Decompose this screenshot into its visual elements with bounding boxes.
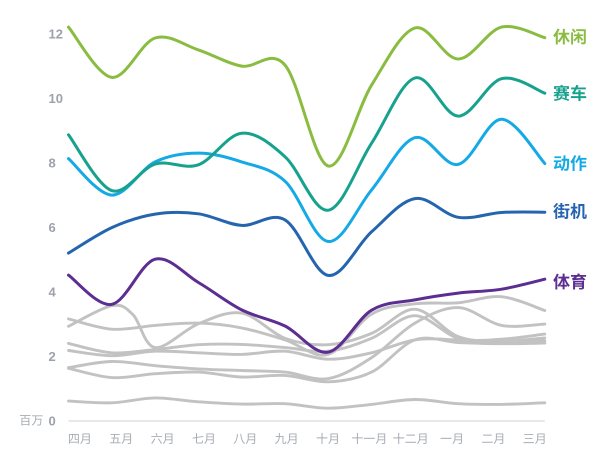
svg-text:8: 8	[49, 155, 56, 170]
svg-text:12: 12	[49, 26, 63, 41]
svg-text:2: 2	[49, 349, 56, 364]
svg-text:4: 4	[49, 284, 57, 299]
svg-text:0: 0	[49, 413, 56, 428]
svg-text:6: 6	[49, 220, 56, 235]
svg-text:10: 10	[49, 91, 63, 106]
